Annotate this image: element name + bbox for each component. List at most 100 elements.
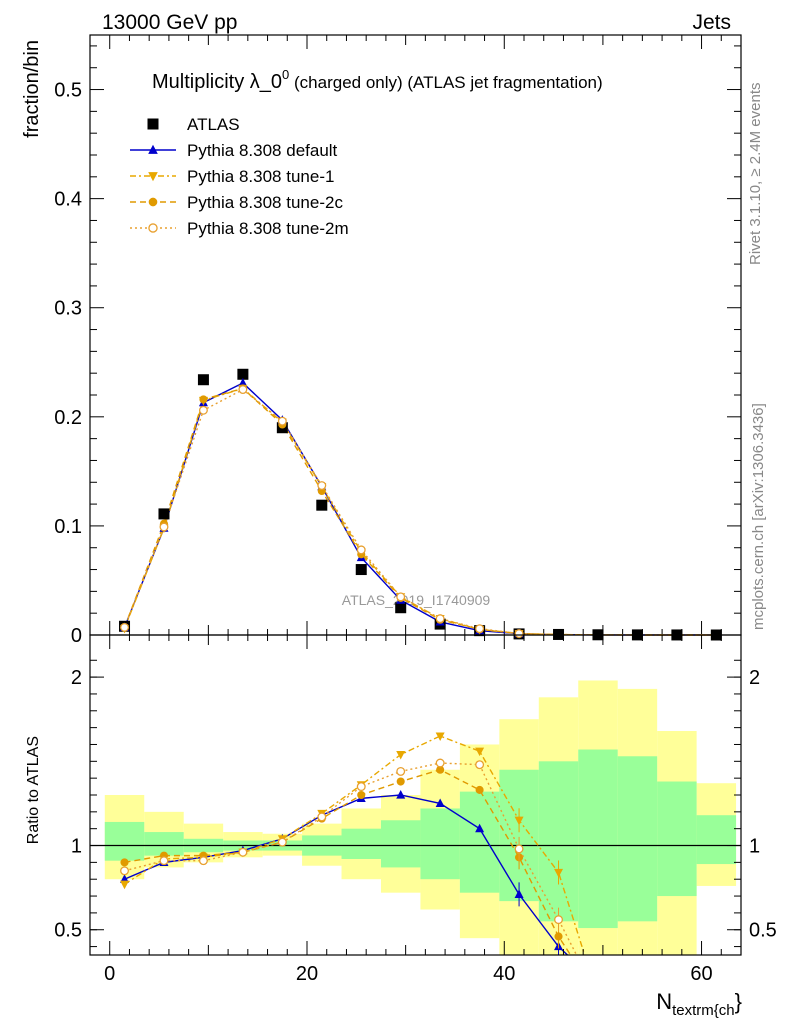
plot-title: Multiplicity λ_00 (charged only) (ATLAS …: [152, 67, 603, 93]
ratio-point-s2-0: [120, 858, 129, 867]
ratio-point-s0-10: [514, 889, 524, 898]
point-s0-6: [355, 564, 367, 576]
band-green-9: [459, 791, 500, 893]
top-ytick-label: 0.2: [54, 407, 82, 429]
point-s4-1: [159, 522, 169, 532]
ratio-ytick-label-right: 1: [749, 836, 760, 858]
ratio-point-s3-11: [554, 915, 563, 925]
legend-marker-3: [148, 197, 158, 207]
ratio-point-s1-8: [435, 732, 445, 742]
mcplots-label: mcplots.cern.ch [arXiv:1306.3436]: [750, 403, 767, 630]
ratio-point-s3-1: [159, 856, 169, 866]
header-right: Jets: [692, 11, 731, 34]
band-green-12: [578, 749, 618, 929]
xlabel: Ntextrm{ch}: [656, 989, 742, 1019]
legend-label-0: ATLAS: [187, 115, 240, 134]
point-s0-1: [158, 508, 170, 520]
ratio-point-s3-6: [356, 782, 366, 792]
ratio-point-s3-8: [435, 758, 445, 768]
ratio-point-s3-9: [475, 760, 485, 770]
series-line-4: [123, 388, 717, 636]
rivet-label: Rivet 3.1.10, ≥ 2.4M events: [747, 83, 764, 266]
ratio-ytick-label-right: 2: [749, 667, 760, 689]
band-green-7: [380, 820, 421, 868]
ratio-point-s3-0: [120, 866, 129, 876]
ratio-point-s3-5: [317, 812, 327, 822]
ratio-ytick-label-right: 0.5: [749, 920, 777, 942]
ratio-ytick-label: 1: [71, 836, 82, 858]
title-main: Multiplicity λ_0: [152, 71, 282, 93]
point-s4-8: [435, 614, 445, 624]
ratio-point-s0-9: [475, 823, 485, 833]
xlabel-main: N: [656, 989, 672, 1014]
ratio-ylabel: Ratio to ATLAS: [25, 736, 42, 844]
point-s0-5: [316, 499, 328, 511]
ratio-point-s2-9: [475, 785, 484, 794]
point-s4-2: [198, 405, 208, 415]
band-green-15: [696, 815, 737, 865]
ratio-ytick-label: 0.5: [54, 920, 82, 942]
point-s4-0: [120, 622, 129, 632]
top-ytick-label: 0: [71, 625, 82, 647]
ratio-panel: 0.5 0.51 12 20 20 40 60: [54, 634, 777, 985]
ratio-point-s1-7: [396, 750, 406, 760]
ratio-point-s1-11: [554, 868, 564, 878]
title-rest: (charged only) (ATLAS jet fragmentation): [289, 73, 602, 92]
point-s4-3: [238, 385, 248, 395]
point-s0-2: [197, 374, 209, 386]
title-superscript: 0: [282, 67, 289, 82]
band-green-1: [144, 832, 184, 856]
legend-marker-2: [148, 172, 158, 182]
ratio-point-s3-10: [514, 844, 524, 854]
legend-marker-4: [148, 223, 158, 233]
legend-label-1: Pythia 8.308 default: [187, 141, 338, 160]
top-ytick-label: 0.5: [54, 80, 82, 102]
legend-label-3: Pythia 8.308 tune-2c: [187, 193, 343, 212]
point-s4-4: [277, 416, 287, 426]
point-s4-6: [356, 545, 366, 555]
point-s4-9: [475, 624, 485, 634]
band-green-8: [420, 808, 460, 880]
ratio-plot-area: [90, 680, 741, 955]
top-ytick-label: 0.4: [54, 189, 82, 211]
band-green-11: [538, 761, 579, 922]
ratio-point-s2-7: [396, 777, 405, 786]
band-green-0: [104, 821, 145, 861]
ratio-xtick-label: 40: [493, 963, 515, 985]
legend: ATLAS Pythia 8.308 default Pythia 8.308 tu…: [130, 115, 349, 238]
ratio-point-s3-4: [277, 837, 287, 847]
band-green-13: [617, 756, 658, 922]
top-ylabel: fraction/bin: [21, 40, 43, 138]
point-s4-5: [317, 481, 327, 491]
ratio-point-s3-7: [396, 766, 406, 776]
legend-label-4: Pythia 8.308 tune-2m: [187, 219, 349, 238]
xlabel-sub: textrm{ch: [672, 1002, 735, 1019]
ratio-xtick-label: 60: [690, 963, 712, 985]
point-s0-7: [395, 602, 407, 614]
point-s0-3: [237, 368, 249, 380]
legend-marker-1: [148, 144, 158, 154]
point-s4-10: [514, 629, 524, 639]
top-ytick-label: 0.1: [54, 516, 82, 538]
ratio-point-s2-6: [357, 790, 366, 800]
watermark: ATLAS_2019_I1740909: [342, 592, 491, 608]
ratio-point-s2-8: [436, 765, 445, 774]
xlabel-end: }: [735, 989, 742, 1014]
point-s1-3: [238, 378, 248, 387]
point-s4-7: [396, 592, 406, 602]
ratio-point-s0-7: [396, 790, 406, 799]
point-s3-2: [199, 395, 208, 404]
ratio-point-s3-2: [198, 856, 208, 866]
ratio-point-s1-9: [475, 747, 485, 757]
ratio-ytick-label: 2: [71, 667, 82, 689]
ratio-point-s1-0: [120, 880, 130, 890]
ratio-point-s3-3: [238, 847, 248, 857]
ratio-point-s2-11: [554, 932, 563, 941]
header-left: 13000 GeV pp: [102, 11, 237, 34]
band-green-14: [657, 781, 697, 897]
top-ytick-label: 0.3: [54, 298, 82, 320]
ratio-point-s1-10: [514, 816, 524, 826]
ratio-xtick-label: 20: [296, 963, 318, 985]
ratio-point-s0-8: [435, 798, 445, 808]
